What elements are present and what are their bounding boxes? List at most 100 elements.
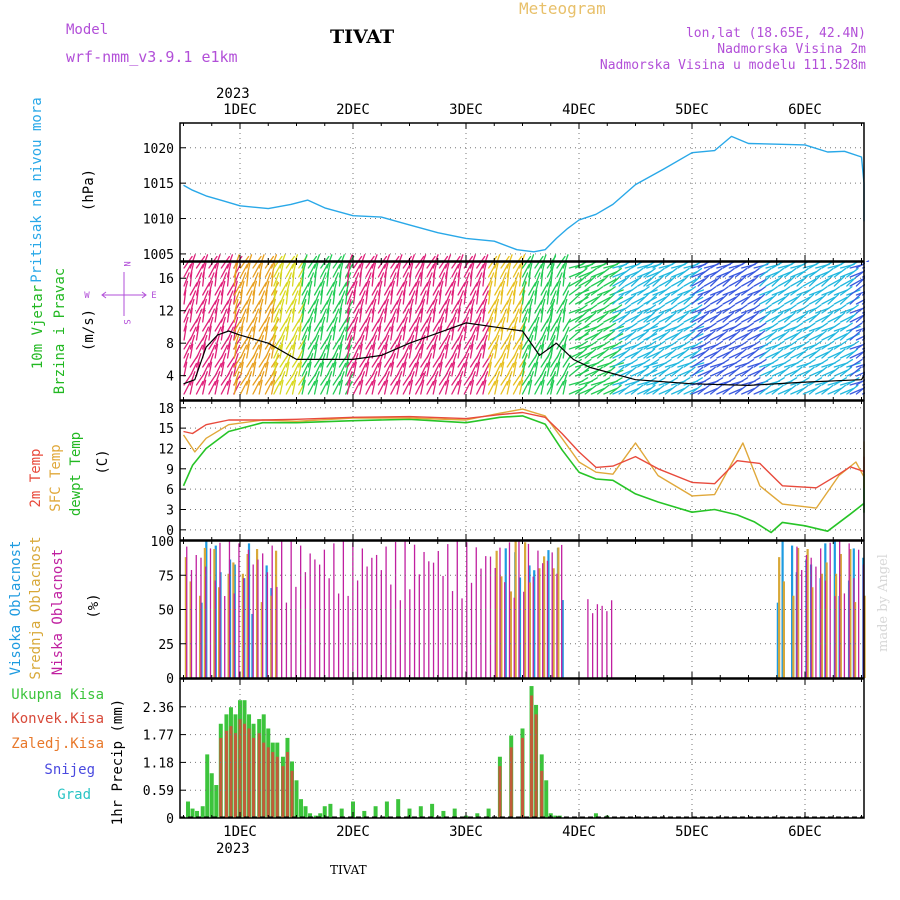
wind-barb	[252, 289, 256, 305]
wind-barb	[646, 322, 660, 332]
wind-barb	[396, 298, 402, 314]
wind-barb	[808, 296, 823, 305]
wind-barb	[741, 358, 755, 368]
wind-barb	[528, 271, 531, 287]
wind-barb	[734, 340, 748, 350]
wind-barb	[839, 358, 854, 368]
wind-barb	[346, 307, 350, 323]
wind-barb	[821, 304, 835, 314]
wind-barb	[415, 289, 419, 305]
mid-cloud-bar	[557, 547, 560, 678]
wind-barb	[408, 343, 413, 359]
wind-barb	[371, 290, 379, 305]
wind-barb	[728, 286, 742, 296]
wind-barb	[716, 351, 731, 359]
wind-barb	[590, 358, 604, 368]
wind-barb	[652, 340, 666, 350]
wind-barb	[722, 377, 736, 386]
wind-barb	[568, 314, 583, 323]
low-cloud-bar	[848, 543, 850, 678]
low-cloud-bar	[829, 542, 831, 678]
wind-barb	[264, 344, 272, 359]
wind-barb	[777, 322, 791, 332]
wind-barb	[326, 307, 330, 323]
total-rain-bar	[362, 810, 367, 818]
wind-barb	[463, 316, 469, 332]
wind-barb	[671, 271, 686, 278]
wind-barb	[521, 263, 530, 278]
wind-barb	[359, 262, 364, 278]
wind-barb	[802, 322, 816, 332]
wind-barb	[734, 377, 749, 386]
wind-barb	[426, 263, 435, 278]
wind-barb	[534, 380, 542, 395]
wind-barb	[195, 353, 202, 368]
wind-barb	[519, 307, 523, 323]
wind-barb	[833, 377, 848, 386]
wind-barb	[451, 280, 456, 296]
wind-barb	[390, 263, 399, 278]
temp-label-1: 2m Temp	[28, 448, 44, 507]
wind-barb	[808, 275, 821, 287]
wind-barb	[691, 351, 706, 359]
wind-barb	[691, 330, 704, 341]
low-cloud-bar	[504, 582, 506, 678]
wind-barb	[624, 322, 638, 332]
wind-barb	[677, 275, 689, 287]
wind-barb	[753, 293, 766, 305]
wind-barb	[683, 351, 698, 359]
low-cloud-bar	[205, 566, 207, 678]
wind-barb	[371, 371, 378, 386]
wind-barb	[683, 293, 695, 305]
wind-barb	[596, 333, 611, 341]
wind-barb	[512, 344, 521, 359]
wind-barb	[494, 379, 499, 395]
wind-barb	[652, 333, 667, 341]
wind-barb	[365, 272, 372, 287]
mid-cloud-bar	[255, 549, 259, 678]
wind-barb	[637, 271, 652, 278]
low-cloud-bar	[796, 546, 798, 678]
wind-barb	[584, 304, 598, 314]
wind-barb	[352, 361, 357, 377]
wind-barb	[833, 333, 848, 341]
wind-barb	[463, 280, 469, 296]
wind-barb	[469, 379, 475, 395]
wind-barb	[469, 262, 475, 278]
wind-barb	[697, 304, 711, 314]
wind-barb	[494, 290, 501, 305]
wind-barb	[239, 308, 247, 323]
wind-barb	[771, 384, 784, 395]
wind-barb	[426, 272, 433, 287]
wind-barb	[195, 316, 202, 332]
wind-barb	[574, 377, 589, 386]
wind-barb	[371, 379, 376, 395]
wind-barb	[728, 387, 743, 395]
wind-barb	[252, 316, 258, 332]
wind-barb	[528, 282, 537, 296]
wind-barb	[415, 308, 422, 323]
wind-barb	[722, 275, 734, 287]
wind-barb	[747, 369, 762, 377]
wind-barb	[777, 366, 790, 377]
wind-barb	[239, 325, 244, 341]
wind-barb	[239, 272, 247, 287]
convective-rain-bar	[521, 737, 524, 818]
y-tick-label: 25	[158, 638, 174, 653]
wind-barb	[390, 289, 394, 305]
wind-barb	[709, 348, 723, 359]
wind-barb	[512, 272, 520, 287]
wind-barb	[652, 275, 664, 287]
wind-barb	[220, 289, 224, 305]
axis-ticks: 1005101010151020481216036912151802550751…	[143, 123, 862, 827]
wind-barb	[298, 280, 303, 296]
wind-barb	[352, 300, 362, 314]
wind-barb	[285, 308, 293, 323]
wind-barb	[596, 267, 610, 278]
wind-barb	[426, 308, 434, 323]
wind-barb	[383, 343, 388, 359]
wind-barb	[233, 282, 242, 296]
wind-barb	[728, 351, 743, 359]
wind-barb	[365, 308, 373, 323]
wind-barb	[371, 262, 377, 278]
